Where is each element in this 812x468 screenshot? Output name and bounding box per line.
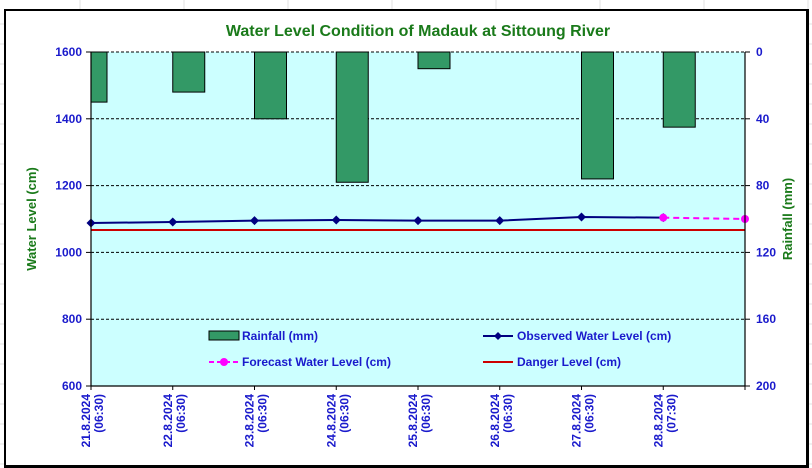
- legend-marker-forecast: [220, 358, 228, 366]
- y-right-tick-label: 40: [756, 112, 770, 126]
- y-right-tick-label: 160: [756, 312, 776, 326]
- x-tick-label-date: 24.8.2024: [324, 394, 338, 448]
- rainfall-bar: [172, 51, 206, 93]
- legend-label-observed: Observed Water Level (cm): [517, 329, 671, 343]
- x-tick-label-time: (06:30): [337, 394, 351, 433]
- observed-point: [168, 217, 178, 227]
- y-left-tick-label: 1200: [55, 179, 82, 193]
- y-left-tick-label: 1400: [55, 112, 82, 126]
- y-left-tick-label: 1600: [55, 45, 82, 59]
- rainfall-bar: [662, 51, 696, 128]
- rainfall-bar: [254, 51, 287, 120]
- legend-label-rainfall: Rainfall (mm): [242, 329, 318, 343]
- observed-point: [495, 216, 505, 226]
- observed-point: [413, 216, 423, 226]
- rainfall-bar: [335, 51, 369, 183]
- observed-water-level-cm-line: [90, 215, 664, 225]
- x-tick-label-date: 25.8.2024: [406, 394, 420, 448]
- x-tick-label-time: (06:30): [174, 394, 188, 433]
- x-tick-label-time: (06:30): [92, 394, 106, 433]
- rainfall-bar: [581, 51, 614, 180]
- rainfall-bar: [90, 51, 108, 103]
- y-right-tick-label: 120: [756, 245, 776, 259]
- x-tick-label-time: (06:30): [501, 394, 515, 433]
- observed-point: [577, 212, 586, 222]
- x-tick-label-time: (07:30): [664, 394, 678, 433]
- x-tick-label-date: 23.8.2024: [243, 394, 257, 448]
- y-right-tick-label: 0: [756, 45, 763, 59]
- x-tick-label-time: (06:30): [256, 394, 270, 433]
- y-right-tick-label: 200: [756, 379, 776, 393]
- legend-swatch-rainfall: [208, 330, 240, 341]
- x-tick-label-date: 28.8.2024: [651, 394, 665, 448]
- y-left-tick-label: 1000: [55, 245, 82, 259]
- legend-marker-observed: [494, 332, 502, 340]
- forecast-water-level-cm-line: [663, 216, 746, 220]
- x-tick-label-time: (06:30): [419, 394, 433, 433]
- observed-point: [331, 215, 341, 225]
- observed-point: [250, 216, 259, 226]
- x-tick-label-date: 22.8.2024: [161, 394, 175, 448]
- axes: 600 800 1000 1200 1400 1600 0 40 80 120 160 200 21.8…: [55, 45, 776, 447]
- forecast-point: [659, 213, 668, 222]
- y-axis-left-label: Water Level (cm): [24, 167, 39, 271]
- rainfall-bar: [417, 51, 451, 70]
- x-tick-label-date: 26.8.2024: [488, 394, 502, 448]
- chart-title: Water Level Condition of Madauk at Sitto…: [226, 23, 610, 40]
- legend: Rainfall (mm) Observed Water Level (cm) …: [208, 329, 671, 369]
- y-left-tick-label: 800: [62, 312, 82, 326]
- y-left-tick-label: 600: [62, 379, 82, 393]
- legend-label-danger: Danger Level (cm): [517, 355, 621, 369]
- x-tick-label-date: 27.8.2024: [570, 394, 584, 448]
- series-lines: [86, 212, 749, 232]
- x-tick-label-date: 21.8.2024: [79, 394, 93, 448]
- legend-label-forecast: Forecast Water Level (cm): [242, 355, 391, 369]
- y-axis-right-label: Rainfall (mm): [780, 178, 795, 260]
- rainfall-bars: [90, 51, 696, 183]
- y-right-tick-label: 80: [756, 179, 770, 193]
- x-tick-label-time: (06:30): [583, 394, 597, 433]
